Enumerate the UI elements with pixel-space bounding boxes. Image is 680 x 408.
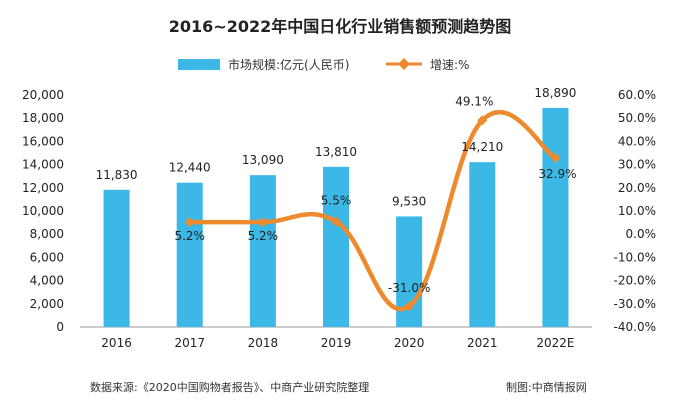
y-left-tick-label: 16,000 <box>22 134 64 148</box>
bar-value-label: 13,810 <box>315 145 357 159</box>
legend-bar-swatch <box>178 59 220 70</box>
footer-source: 数据来源:《2020中国购物者报告》、中商产业研究院整理 <box>90 380 369 394</box>
x-tick-label: 2020 <box>394 336 425 350</box>
y-right-tick-label: 0.0% <box>626 227 657 241</box>
y-right-tick-label: -40.0% <box>614 320 656 334</box>
y-right-tick-label: 10.0% <box>618 204 656 218</box>
bar-value-label: 18,890 <box>534 86 576 100</box>
growth-value-label: 5.2% <box>174 229 205 243</box>
bar <box>542 107 569 327</box>
x-tick-label: 2019 <box>321 336 352 350</box>
y-left-tick-label: 2,000 <box>30 297 64 311</box>
y-left-tick-label: 4,000 <box>30 274 64 288</box>
growth-value-label: 5.2% <box>248 229 279 243</box>
legend-line-marker <box>398 58 410 70</box>
y-left-tick-label: 6,000 <box>30 250 64 264</box>
y-right-tick-label: 60.0% <box>618 88 656 102</box>
chart-title: 2016~2022年中国日化行业销售额预测趋势图 <box>169 17 511 36</box>
y-left-tick-label: 20,000 <box>22 88 64 102</box>
x-tick-label: 2021 <box>467 336 498 350</box>
growth-marker <box>257 217 268 228</box>
x-tick-label: 2018 <box>248 336 279 350</box>
y-right-tick-label: 20.0% <box>618 181 656 195</box>
growth-value-label: 5.5% <box>321 193 352 207</box>
legend-line-label: 增速:% <box>430 58 469 72</box>
growth-value-label: 32.9% <box>538 167 576 181</box>
y-left-tick-label: 12,000 <box>22 181 64 195</box>
bar-value-label: 12,440 <box>169 161 211 175</box>
y-right-tick-label: 50.0% <box>618 111 656 125</box>
x-tick-label: 2016 <box>101 336 132 350</box>
y-right-tick-label: -10.0% <box>614 250 656 264</box>
x-tick-label: 2022E <box>536 336 574 350</box>
bar <box>176 182 203 327</box>
growth-value-label: -31.0% <box>388 281 430 295</box>
growth-marker <box>404 301 415 312</box>
y-right-tick-label: -20.0% <box>614 274 656 288</box>
y-right-tick-label: 40.0% <box>618 134 656 148</box>
bar-value-label: 11,830 <box>96 168 138 182</box>
bar-value-label: 9,530 <box>392 194 426 208</box>
y-left-tick-label: 18,000 <box>22 111 64 125</box>
growth-marker <box>331 216 341 227</box>
bar <box>249 175 276 327</box>
legend-bar-label: 市场规模:亿元(人民币) <box>228 57 349 72</box>
y-left-tick-label: 10,000 <box>22 204 64 218</box>
bar <box>323 166 349 327</box>
bar <box>469 162 496 327</box>
y-left-tick-label: 8,000 <box>30 227 64 241</box>
y-right-tick-label: 30.0% <box>618 158 656 172</box>
plot-area: 0 2,000 4,000 6,000 8,000 10,000 12,000 14,000 1… <box>22 86 656 350</box>
x-tick-label: 2017 <box>174 336 205 350</box>
y-right-tick-label: -30.0% <box>614 297 656 311</box>
y-left-tick-label: 14,000 <box>22 158 64 172</box>
growth-marker <box>184 217 195 228</box>
growth-marker <box>550 152 561 163</box>
bar-value-label: 13,090 <box>242 153 284 167</box>
bar <box>103 189 130 327</box>
growth-marker <box>477 115 488 126</box>
y-left-tick-label: 0 <box>56 320 64 334</box>
bar-value-label: 14,210 <box>461 140 503 154</box>
growth-value-label: 49.1% <box>455 94 493 108</box>
footer-credit: 制图:中商情报网 <box>506 380 587 394</box>
